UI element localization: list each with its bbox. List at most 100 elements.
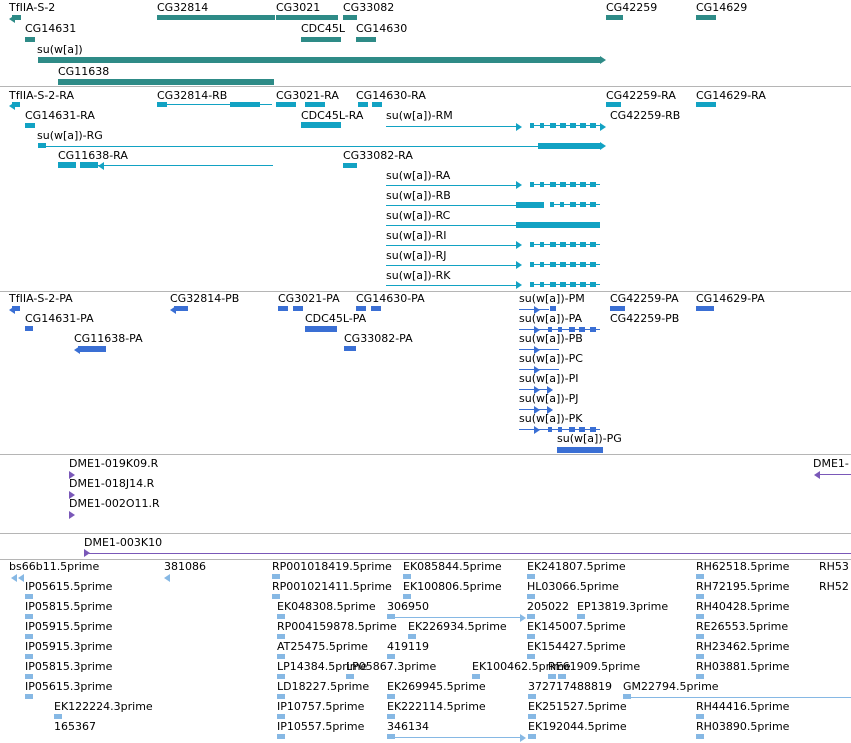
feature-label[interactable]: RE61909.5prime bbox=[548, 660, 641, 673]
feature-label[interactable]: DME1-003K10 bbox=[84, 536, 163, 549]
feature-label[interactable]: RP004159878.5prime bbox=[277, 620, 397, 633]
feature-label[interactable]: CG14629-RA bbox=[696, 89, 766, 102]
feature-label[interactable]: EK122224.3prime bbox=[54, 700, 153, 713]
feature-label[interactable]: EK100462.5prime bbox=[472, 660, 571, 673]
feature-label[interactable]: DME1-019K09.R bbox=[69, 457, 159, 470]
feature-label[interactable]: CG11638-PA bbox=[74, 332, 143, 345]
feature-label[interactable]: su(w[a])-PC bbox=[519, 352, 583, 365]
feature-label[interactable]: EK085844.5prime bbox=[403, 560, 502, 573]
feature-label[interactable]: TfIIA-S-2-RA bbox=[9, 89, 74, 102]
feature-label[interactable]: CG14631-RA bbox=[25, 109, 95, 122]
feature-label[interactable]: RH62518.5prime bbox=[696, 560, 790, 573]
gene-track[interactable]: TfIIA-S-2 CG32814 CG3021 CG33082 CG42259 CG14… bbox=[0, 0, 851, 86]
feature-label[interactable]: IP05915.3prime bbox=[25, 640, 113, 653]
feature-label[interactable]: RH53 bbox=[819, 560, 849, 573]
feature-label[interactable]: su(w[a])-PA bbox=[519, 312, 583, 325]
feature-label[interactable]: RP001021411.5prime bbox=[272, 580, 392, 593]
bac-track[interactable]: DME1-003K10 bbox=[0, 533, 851, 559]
feature-label[interactable]: GM22794.5prime bbox=[623, 680, 719, 693]
feature-label[interactable]: su(w[a])-RA bbox=[386, 169, 451, 182]
feature-label[interactable]: 205022 bbox=[527, 600, 569, 613]
feature-label[interactable]: su(w[a])-RJ bbox=[386, 249, 447, 262]
feature-label[interactable]: EK145007.5prime bbox=[527, 620, 626, 633]
feature-label[interactable]: EK269945.5prime bbox=[387, 680, 486, 693]
feature-label[interactable]: AT25475.5prime bbox=[277, 640, 368, 653]
feature-label[interactable]: CG3021-PA bbox=[278, 292, 340, 305]
transcript-track[interactable]: TfIIA-S-2-RA CG32814-RB CG3021-RA CG14630-R… bbox=[0, 86, 851, 291]
feature-label[interactable]: HL03066.5prime bbox=[527, 580, 619, 593]
feature-label[interactable]: RH03890.5prime bbox=[696, 720, 790, 733]
feature-label[interactable]: TfIIA-S-2 bbox=[9, 1, 56, 14]
feature-label[interactable]: CG3021 bbox=[276, 1, 321, 14]
feature-label[interactable]: su(w[a])-PM bbox=[519, 292, 585, 305]
feature-label[interactable]: su(w[a])-PG bbox=[557, 432, 622, 445]
feature-label[interactable]: EK241807.5prime bbox=[527, 560, 626, 573]
feature-label[interactable]: CG32814 bbox=[157, 1, 209, 14]
feature-label[interactable]: CG14630 bbox=[356, 22, 408, 35]
feature-label[interactable]: RH40428.5prime bbox=[696, 600, 790, 613]
feature-label[interactable]: CG3021-RA bbox=[276, 89, 339, 102]
feature-label[interactable]: EK251527.5prime bbox=[528, 700, 627, 713]
est-track[interactable]: bs66b11.5prime 381086 RP001018419.5prime EK… bbox=[0, 559, 851, 743]
feature-label[interactable]: su(w[a])-RK bbox=[386, 269, 451, 282]
feature-label[interactable]: EK100806.5prime bbox=[403, 580, 502, 593]
feature-label[interactable]: EK192044.5prime bbox=[528, 720, 627, 733]
feature-label[interactable]: RH03881.5prime bbox=[696, 660, 790, 673]
feature-label[interactable]: IP05815.5prime bbox=[25, 600, 113, 613]
feature-label[interactable]: LD18227.5prime bbox=[277, 680, 370, 693]
feature-label[interactable]: DME1-018J14.R bbox=[69, 477, 155, 490]
feature-label[interactable]: su(w[a])-RB bbox=[386, 189, 451, 202]
feature-label[interactable]: CG33082-RA bbox=[343, 149, 413, 162]
feature-label[interactable]: TfIIA-S-2-PA bbox=[9, 292, 73, 305]
feature-label[interactable]: RH72195.5prime bbox=[696, 580, 790, 593]
feature-label[interactable]: RH52 bbox=[819, 580, 849, 593]
feature-label[interactable]: IP05815.3prime bbox=[25, 660, 113, 673]
feature-label[interactable]: su(w[a])-PJ bbox=[519, 392, 579, 405]
feature-label[interactable]: CDC45L bbox=[301, 22, 345, 35]
feature-label[interactable]: CG42259 bbox=[606, 1, 658, 14]
feature-label[interactable]: EP13819.3prime bbox=[577, 600, 669, 613]
feature-label[interactable]: 381086 bbox=[164, 560, 206, 573]
feature-label[interactable]: LP14384.5prime bbox=[277, 660, 368, 673]
feature-label[interactable]: RE26553.5prime bbox=[696, 620, 789, 633]
feature-label[interactable]: 346134 bbox=[387, 720, 429, 733]
feature-label[interactable]: EK154427.5prime bbox=[527, 640, 626, 653]
feature-label[interactable]: DME1- bbox=[813, 457, 849, 470]
feature-label[interactable]: CG42259-PA bbox=[610, 292, 679, 305]
feature-label[interactable]: CG14631-PA bbox=[25, 312, 94, 325]
feature-label[interactable]: CG14629-PA bbox=[696, 292, 765, 305]
feature-label[interactable]: 419119 bbox=[387, 640, 429, 653]
feature-label[interactable]: IP10757.5prime bbox=[277, 700, 365, 713]
feature-label[interactable]: 306950 bbox=[387, 600, 429, 613]
feature-label[interactable]: EK222114.5prime bbox=[387, 700, 486, 713]
feature-label[interactable]: CG32814-RB bbox=[157, 89, 228, 102]
feature-label[interactable]: EK226934.5prime bbox=[408, 620, 507, 633]
feature-label[interactable]: IP05615.3prime bbox=[25, 680, 113, 693]
clone-track[interactable]: DME1-019K09.R DME1-018J14.R DME1-002O11.R D… bbox=[0, 454, 851, 533]
feature-label[interactable]: CG42259-PB bbox=[610, 312, 680, 325]
feature-label[interactable]: IP05615.5prime bbox=[25, 580, 113, 593]
feature-label[interactable]: CG11638-RA bbox=[58, 149, 128, 162]
feature-label[interactable]: su(w[a])-RC bbox=[386, 209, 451, 222]
feature-label[interactable]: CG14630-PA bbox=[356, 292, 425, 305]
feature-label[interactable]: CG11638 bbox=[58, 65, 110, 78]
feature-label[interactable]: su(w[a])-RM bbox=[386, 109, 453, 122]
feature-label[interactable]: EK048308.5prime bbox=[277, 600, 376, 613]
feature-label[interactable]: su(w[a]) bbox=[37, 43, 83, 56]
feature-label[interactable]: RH44416.5prime bbox=[696, 700, 790, 713]
feature-label[interactable]: CG42259-RB bbox=[610, 109, 681, 122]
feature-label[interactable]: CDC45L-PA bbox=[305, 312, 367, 325]
feature-label[interactable]: CG14631 bbox=[25, 22, 77, 35]
feature-label[interactable]: 372717488819 bbox=[528, 680, 612, 693]
feature-label[interactable]: CG14630-RA bbox=[356, 89, 426, 102]
feature-label[interactable]: CG32814-PB bbox=[170, 292, 240, 305]
feature-label[interactable]: CG42259-RA bbox=[606, 89, 676, 102]
feature-label[interactable]: CDC45L-RA bbox=[301, 109, 364, 122]
feature-label[interactable]: CG33082-PA bbox=[344, 332, 413, 345]
feature-label[interactable]: LP05867.3prime bbox=[346, 660, 437, 673]
protein-track[interactable]: TfIIA-S-2-PA CG32814-PB CG3021-PA CG14630-P… bbox=[0, 291, 851, 454]
feature-label[interactable]: RP001018419.5prime bbox=[272, 560, 392, 573]
feature-label[interactable]: bs66b11.5prime bbox=[9, 560, 100, 573]
feature-label[interactable]: CG14629 bbox=[696, 1, 748, 14]
feature-label[interactable]: su(w[a])-PK bbox=[519, 412, 583, 425]
